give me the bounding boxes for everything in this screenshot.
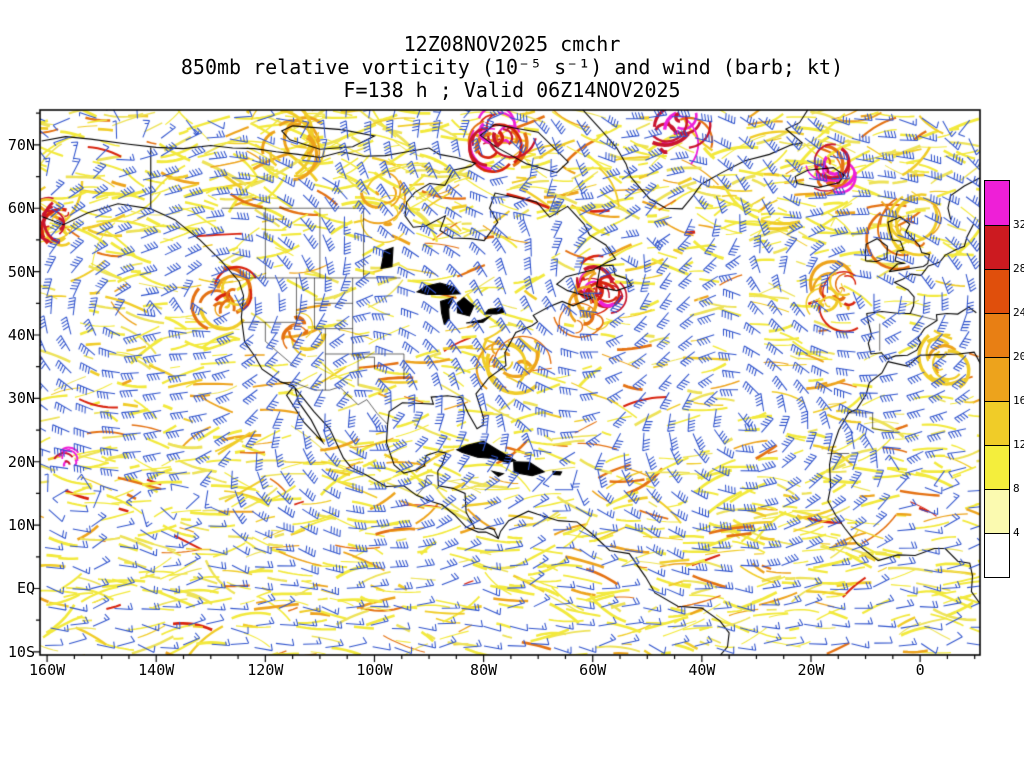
colorbar-scale xyxy=(984,180,1010,578)
lon-label-20W: 20W xyxy=(797,661,825,679)
lat-label-10N: 10N xyxy=(7,516,35,535)
lon-label-140W: 140W xyxy=(138,661,175,679)
lat-label-50N: 50N xyxy=(7,262,35,281)
lon-label-160W: 160W xyxy=(29,661,66,679)
colorbar-segment xyxy=(985,181,1009,225)
colorbar-label-28: 28 xyxy=(1013,262,1024,275)
lon-label-80W: 80W xyxy=(470,661,498,679)
colorbar-label-20: 20 xyxy=(1013,350,1024,363)
colorbar-label-4: 4 xyxy=(1013,526,1020,539)
colorbar-segment xyxy=(985,401,1009,445)
chart-header: 12Z08NOV2025 cmchr 850mb relative vortic… xyxy=(0,33,1024,102)
lon-label-40W: 40W xyxy=(688,661,716,679)
lon-label-60W: 60W xyxy=(579,661,607,679)
lat-label-20N: 20N xyxy=(7,452,35,471)
colorbar-segment xyxy=(985,445,1009,489)
colorbar-segment xyxy=(985,225,1009,269)
colorbar-segment xyxy=(985,533,1009,577)
lat-label-40N: 40N xyxy=(7,325,35,344)
lon-label-120W: 120W xyxy=(247,661,284,679)
colorbar-segment xyxy=(985,357,1009,401)
colorbar-label-8: 8 xyxy=(1013,482,1020,495)
title-run-line: 12Z08NOV2025 cmchr xyxy=(403,32,621,56)
lon-label-100W: 100W xyxy=(356,661,393,679)
colorbar-label-12: 12 xyxy=(1013,438,1024,451)
title-field-line: 850mb relative vorticity (10⁻⁵ s⁻¹) and … xyxy=(180,55,844,79)
colorbar-segment xyxy=(985,269,1009,313)
lon-label-0: 0 xyxy=(915,661,925,679)
lat-label-70N: 70N xyxy=(7,135,35,154)
lat-label-60N: 60N xyxy=(7,199,35,218)
lat-label-EQ: EQ xyxy=(16,579,35,598)
colorbar-segment xyxy=(985,489,1009,533)
colorbar-label-24: 24 xyxy=(1013,306,1024,319)
map-plot-canvas xyxy=(20,95,1020,675)
lat-label-30N: 30N xyxy=(7,389,35,408)
colorbar-segment xyxy=(985,313,1009,357)
colorbar-label-32: 32 xyxy=(1013,218,1024,231)
lat-label-10S: 10S xyxy=(7,642,35,661)
colorbar-label-16: 16 xyxy=(1013,394,1024,407)
